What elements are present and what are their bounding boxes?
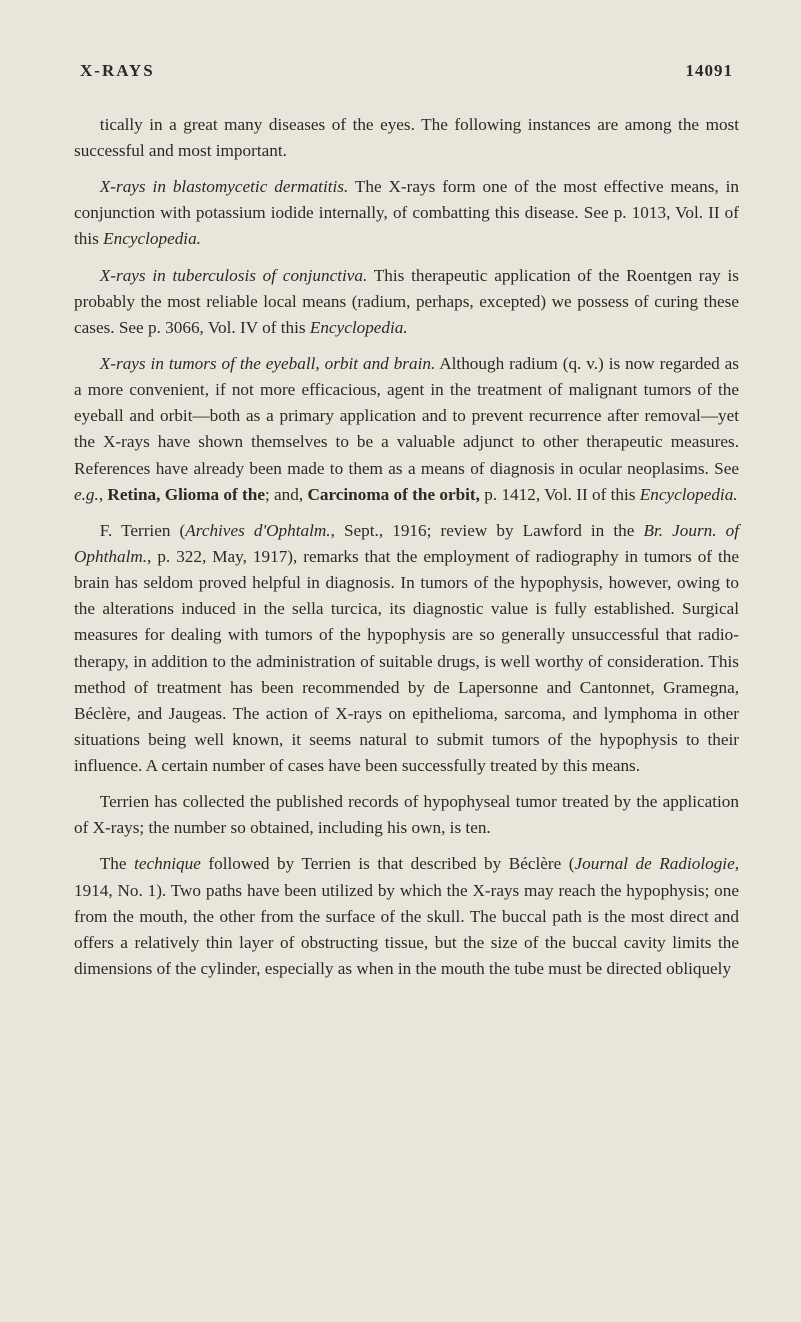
body-text: , Sept., 1916; review by Lawford in the bbox=[331, 521, 644, 540]
paragraph-3: X-rays in tuberculosis of conjunctiva. T… bbox=[74, 263, 739, 341]
body-text: 1914, No. 1). Two paths have been utiliz… bbox=[74, 881, 739, 978]
bold-ref: Retina, Glioma of the bbox=[107, 485, 265, 504]
body-text: ; and, bbox=[265, 485, 307, 504]
paragraph-1: tically in a great many diseases of the … bbox=[74, 112, 739, 164]
page-header: X-RAYS 14091 bbox=[74, 58, 739, 84]
body-text: F. Terrien ( bbox=[100, 521, 185, 540]
paragraph-4: X-rays in tumors of the eyeball, orbit a… bbox=[74, 351, 739, 508]
italic-heading: X-rays in tumors of the eyeball, orbit a… bbox=[100, 354, 435, 373]
bold-ref: Carcinoma of the orbit, bbox=[307, 485, 480, 504]
body-text: , p. 322, May, 1917), remarks that the e… bbox=[74, 547, 739, 775]
body-text: followed by Terrien is that described by… bbox=[201, 854, 575, 873]
paragraph-5: F. Terrien (Archives d'Ophtalm., Sept., … bbox=[74, 518, 739, 779]
italic-text: Encyclopedia. bbox=[310, 318, 408, 337]
body-text: p. 1412, Vol. II of this bbox=[480, 485, 640, 504]
header-title: X-RAYS bbox=[80, 58, 155, 84]
paragraph-2: X-rays in blastomycetic dermatitis. The … bbox=[74, 174, 739, 252]
italic-heading: X-rays in blastomycetic dermatitis. bbox=[100, 177, 348, 196]
page-number: 14091 bbox=[686, 58, 734, 84]
italic-citation: Journal de Radiologie, bbox=[575, 854, 739, 873]
italic-term: technique bbox=[134, 854, 201, 873]
italic-heading: X-rays in tuberculosis of conjunctiva. bbox=[100, 266, 368, 285]
paragraph-7: The technique followed by Terrien is tha… bbox=[74, 851, 739, 982]
paragraph-6: Terrien has collected the published reco… bbox=[74, 789, 739, 841]
body-text: The bbox=[100, 854, 134, 873]
italic-text: Encyclopedia. bbox=[103, 229, 201, 248]
italic-citation: Archives d'Ophtalm. bbox=[185, 521, 330, 540]
body-text: Terrien has collected the published reco… bbox=[74, 792, 739, 837]
italic-text: Encyclopedia. bbox=[640, 485, 738, 504]
page: X-RAYS 14091 tically in a great many dis… bbox=[0, 0, 801, 1040]
body-text: tically in a great many diseases of the … bbox=[74, 115, 739, 160]
italic-text: e.g. bbox=[74, 485, 99, 504]
